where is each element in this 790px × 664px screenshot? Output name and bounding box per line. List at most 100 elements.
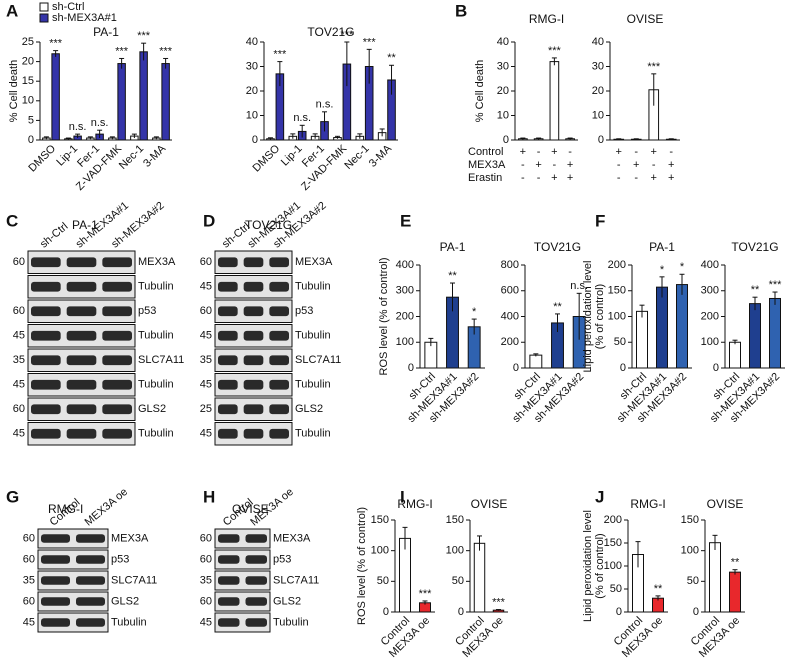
- legend-swatch: [39, 13, 49, 23]
- blot-band: [41, 534, 70, 543]
- blot-band: [41, 597, 70, 606]
- blot-band: [66, 404, 97, 415]
- blot-band: [243, 428, 264, 439]
- panel-label: J: [595, 487, 604, 506]
- chart-title: OVISE: [627, 12, 664, 26]
- y-tick-label: 0: [713, 362, 719, 374]
- blot-title: PA-1: [72, 218, 98, 232]
- significance-label: *: [472, 306, 477, 318]
- blot-band: [218, 428, 238, 439]
- blot-band: [245, 618, 267, 627]
- y-tick-label: 300: [701, 285, 719, 297]
- blot-band: [41, 576, 70, 585]
- mw-marker: 45: [200, 330, 212, 342]
- significance-label: **: [387, 52, 396, 64]
- blot-band: [218, 281, 238, 292]
- y-tick-label: 200: [608, 259, 626, 271]
- blot-band: [102, 379, 132, 390]
- significance-label: ***: [49, 38, 63, 50]
- blot-band: [76, 618, 105, 627]
- blot-band: [269, 306, 289, 317]
- condition-sign: +: [633, 159, 639, 171]
- y-tick-label: 100: [396, 336, 414, 348]
- blot-band: [243, 379, 264, 390]
- mw-marker: 45: [13, 379, 25, 391]
- bar: [549, 61, 560, 141]
- blot-band: [76, 597, 105, 606]
- y-tick-label: 200: [501, 336, 519, 348]
- condition-sign: -: [537, 146, 541, 158]
- blot-band: [218, 306, 238, 317]
- blot-band: [243, 355, 264, 366]
- condition-sign: -: [652, 159, 656, 171]
- chart-title: PA-1: [440, 240, 466, 254]
- condition-sign: +: [535, 159, 541, 171]
- condition-sign: -: [617, 172, 621, 184]
- blot-band: [31, 355, 61, 366]
- protein-label: Tubulin: [138, 330, 174, 342]
- blot-band: [41, 618, 70, 627]
- blot-band: [269, 379, 289, 390]
- blot-band: [31, 330, 61, 341]
- lane-label: sh-Ctrl: [38, 221, 71, 251]
- y-tick-label: 20: [592, 85, 604, 97]
- blot-band: [218, 330, 238, 341]
- mw-marker: 45: [23, 616, 35, 628]
- blot-strip: [214, 570, 271, 591]
- protein-label: SLC7A11: [138, 354, 184, 366]
- panel-label: I: [400, 487, 405, 506]
- blot-band: [76, 555, 105, 564]
- y-tick-label: 100: [604, 560, 622, 572]
- y-tick-label: 200: [396, 310, 414, 322]
- protein-label: Tubulin: [295, 330, 331, 342]
- legend-label: sh-MEX3A#1: [52, 12, 117, 24]
- mw-marker: 25: [200, 403, 212, 415]
- chart-title: TOV21G: [307, 25, 354, 39]
- blot-band: [31, 281, 61, 292]
- protein-label: p53: [138, 305, 156, 317]
- y-tick-label: 400: [396, 259, 414, 271]
- significance-label: **: [448, 270, 457, 282]
- protein-label: GLS2: [138, 403, 166, 415]
- y-tick-label: 15: [22, 75, 34, 87]
- chart-title: RMG-I: [397, 497, 432, 511]
- mw-marker: 35: [13, 354, 25, 366]
- significance-label: ***: [340, 29, 354, 41]
- blot-band: [218, 404, 238, 415]
- mw-marker: 60: [13, 256, 25, 268]
- condition-sign: -: [669, 146, 673, 158]
- bar: [51, 53, 60, 141]
- blot-band: [269, 281, 289, 292]
- y-tick-label: 40: [497, 36, 509, 48]
- mw-marker: 45: [200, 379, 212, 391]
- significance-label: ***: [159, 45, 173, 57]
- significance-label: n.s.: [570, 280, 588, 292]
- condition-sign: -: [568, 146, 572, 158]
- protein-label: Tubulin: [111, 616, 147, 628]
- bar: [529, 354, 543, 369]
- mw-marker: 60: [23, 553, 35, 565]
- mw-marker: 60: [13, 403, 25, 415]
- blot-band: [31, 306, 61, 317]
- blot-band: [66, 281, 97, 292]
- condition-sign: -: [537, 172, 541, 184]
- blot-band: [243, 330, 264, 341]
- chart-title: PA-1: [649, 240, 675, 254]
- blot-band: [66, 379, 97, 390]
- condition-sign: -: [553, 159, 557, 171]
- significance-label: ***: [769, 279, 783, 291]
- protein-label: SLC7A11: [111, 574, 157, 586]
- blot-band: [245, 597, 267, 606]
- blot-band: [269, 330, 289, 341]
- blot-strip: [37, 591, 109, 612]
- significance-label: **: [731, 557, 740, 569]
- bar: [656, 286, 668, 369]
- y-tick-label: 20: [246, 85, 258, 97]
- bar: [117, 63, 126, 141]
- blot-strip: [214, 591, 271, 612]
- significance-label: *: [660, 264, 665, 276]
- blot-band: [76, 534, 105, 543]
- y-tick-label: 600: [501, 285, 519, 297]
- condition-sign: +: [668, 159, 674, 171]
